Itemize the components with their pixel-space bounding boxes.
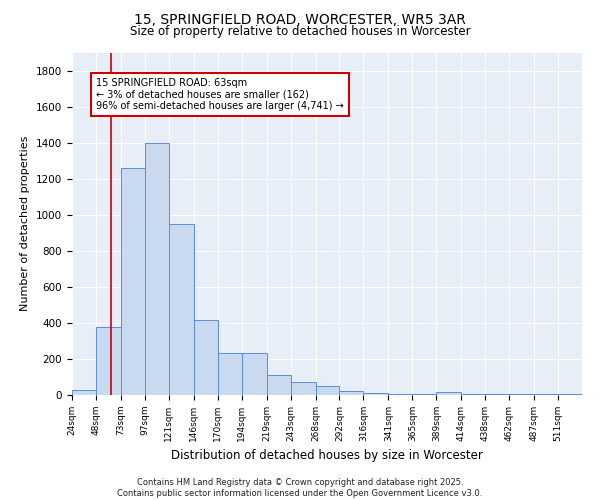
Bar [72, 390, 96, 395]
Bar [412, 394, 436, 395]
Bar [558, 394, 582, 395]
Bar [316, 386, 340, 395]
Bar [485, 394, 509, 395]
Text: 15, SPRINGFIELD ROAD, WORCESTER, WR5 3AR: 15, SPRINGFIELD ROAD, WORCESTER, WR5 3AR [134, 12, 466, 26]
Text: Size of property relative to detached houses in Worcester: Size of property relative to detached ho… [130, 25, 470, 38]
Bar [218, 352, 242, 395]
Y-axis label: Number of detached properties: Number of detached properties [20, 136, 31, 312]
Bar [169, 224, 194, 395]
Bar [461, 394, 485, 395]
Bar [340, 392, 364, 395]
X-axis label: Distribution of detached houses by size in Worcester: Distribution of detached houses by size … [171, 450, 483, 462]
Bar [96, 326, 121, 395]
Text: Contains HM Land Registry data © Crown copyright and database right 2025.
Contai: Contains HM Land Registry data © Crown c… [118, 478, 482, 498]
Bar [121, 168, 145, 395]
Bar [290, 382, 316, 395]
Bar [388, 394, 412, 395]
Bar [509, 394, 534, 395]
Bar [145, 142, 169, 395]
Bar [194, 320, 218, 395]
Text: 15 SPRINGFIELD ROAD: 63sqm
← 3% of detached houses are smaller (162)
96% of semi: 15 SPRINGFIELD ROAD: 63sqm ← 3% of detac… [96, 78, 344, 111]
Bar [266, 375, 290, 395]
Bar [534, 394, 558, 395]
Bar [364, 393, 388, 395]
Bar [436, 392, 461, 395]
Bar [242, 352, 266, 395]
